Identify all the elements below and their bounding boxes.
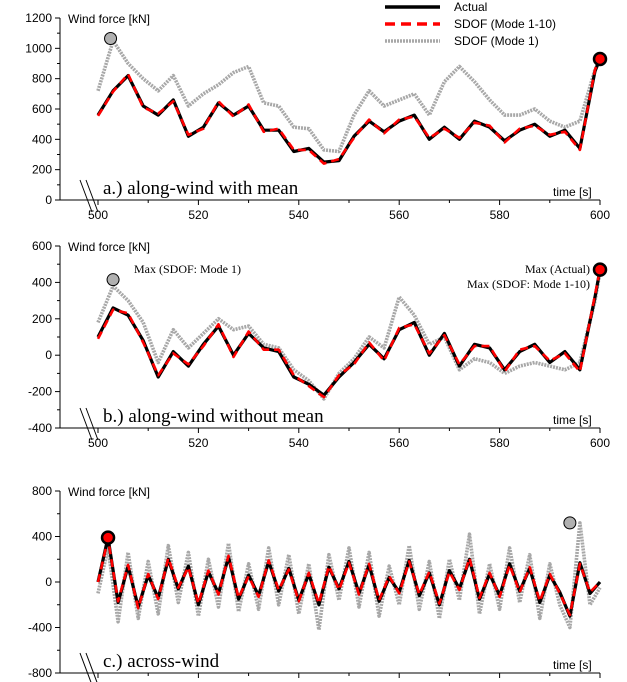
axis-break-mark — [85, 179, 99, 213]
y-tick-label: 400 — [32, 275, 52, 289]
legend: Actual SDOF (Mode 1-10) SDOF (Mode 1) — [385, 0, 556, 48]
y-tick-label: 800 — [32, 72, 52, 86]
y-tick-label: -400 — [28, 621, 52, 635]
panel-2-plot-area — [96, 521, 602, 632]
y-tick-label: -200 — [28, 385, 52, 399]
y-tick-label: 400 — [32, 132, 52, 146]
legend-label-actual: Actual — [454, 0, 487, 14]
x-tick-label: 600 — [590, 436, 610, 450]
y-tick-label: 0 — [45, 193, 52, 207]
panel-a-label: a.) along-wind with mean — [103, 178, 299, 199]
y-tick-label: 800 — [32, 484, 52, 498]
axis-break-mark — [85, 652, 98, 682]
max-marker-actual — [592, 262, 608, 277]
panel-a-ylabel: Wind force [kN] — [68, 12, 150, 26]
x-tick-label: 580 — [490, 436, 510, 450]
x-tick-label: 540 — [289, 208, 309, 222]
y-tick-label: 200 — [32, 312, 52, 326]
series-line-sdof-mode-1-10 — [96, 537, 601, 617]
axis-break-mark — [85, 407, 99, 441]
max-marker-sdof-mode-1 — [104, 31, 118, 45]
panel-1-plot-area — [96, 269, 602, 401]
x-tick-label: 520 — [188, 436, 208, 450]
axis-break-mark — [79, 179, 93, 213]
panel-a-along-wind-with-mean: Wind force [kN] time [s] a.) along-wind … — [25, 11, 610, 222]
panel-a-xlabel: time [s] — [553, 185, 592, 199]
panel-b-label: b.) along-wind without mean — [103, 406, 324, 427]
y-tick-label: 600 — [32, 102, 52, 116]
x-tick-label: 520 — [188, 208, 208, 222]
panel-b-xlabel: time [s] — [553, 413, 592, 427]
legend-label-sdof-mode-1-10: SDOF (Mode 1-10) — [454, 17, 556, 31]
panel-c-label: c.) across-wind — [103, 651, 220, 672]
y-tick-label: 400 — [32, 530, 52, 544]
axis-break-mark — [79, 652, 92, 682]
x-tick-label: 560 — [389, 436, 409, 450]
x-tick-label: 500 — [88, 436, 108, 450]
y-tick-label: -400 — [28, 421, 52, 435]
panel-b-along-wind-without-mean: Wind force [kN] time [s] b.) along-wind … — [28, 239, 610, 450]
panel-c-ylabel: Wind force [kN] — [68, 485, 150, 499]
axis-break-mark — [79, 407, 93, 441]
max-marker-actual — [592, 51, 608, 67]
y-tick-label: 1000 — [25, 41, 52, 55]
annotation-max-sdof-mode-1: Max (SDOF: Mode 1) — [134, 262, 241, 276]
series-line-sdof-mode-1-10 — [96, 269, 602, 399]
series-line-sdof-mode-1 — [96, 271, 602, 401]
x-tick-label: 580 — [490, 208, 510, 222]
max-marker-sdof-mode-1 — [106, 273, 120, 287]
max-marker-actual — [100, 530, 116, 545]
y-tick-label: 0 — [45, 348, 52, 362]
annotation-max-sdof-mode-1-10: Max (SDOF: Mode 1-10) — [467, 277, 590, 291]
panel-0-plot-area — [96, 38, 602, 165]
y-tick-label: -800 — [28, 666, 52, 680]
series-line-sdof-mode-1 — [96, 38, 602, 154]
x-tick-label: 540 — [289, 436, 309, 450]
y-tick-label: 0 — [45, 575, 52, 589]
panel-b-ylabel: Wind force [kN] — [68, 240, 150, 254]
y-tick-label: 200 — [32, 163, 52, 177]
x-tick-label: 600 — [590, 208, 610, 222]
series-line-sdof-mode-1-10 — [96, 58, 602, 165]
annotation-max-actual: Max (Actual) — [525, 262, 590, 276]
x-tick-label: 560 — [389, 208, 409, 222]
y-tick-label: 600 — [32, 239, 52, 253]
legend-label-sdof-mode-1: SDOF (Mode 1) — [454, 34, 539, 48]
max-marker-sdof-mode-1 — [563, 516, 577, 530]
x-tick-label: 500 — [88, 208, 108, 222]
panel-c-across-wind: Wind force [kN] time [s] c.) across-wind… — [28, 484, 602, 682]
panel-c-xlabel: time [s] — [553, 658, 592, 672]
y-tick-label: 1200 — [25, 11, 52, 25]
